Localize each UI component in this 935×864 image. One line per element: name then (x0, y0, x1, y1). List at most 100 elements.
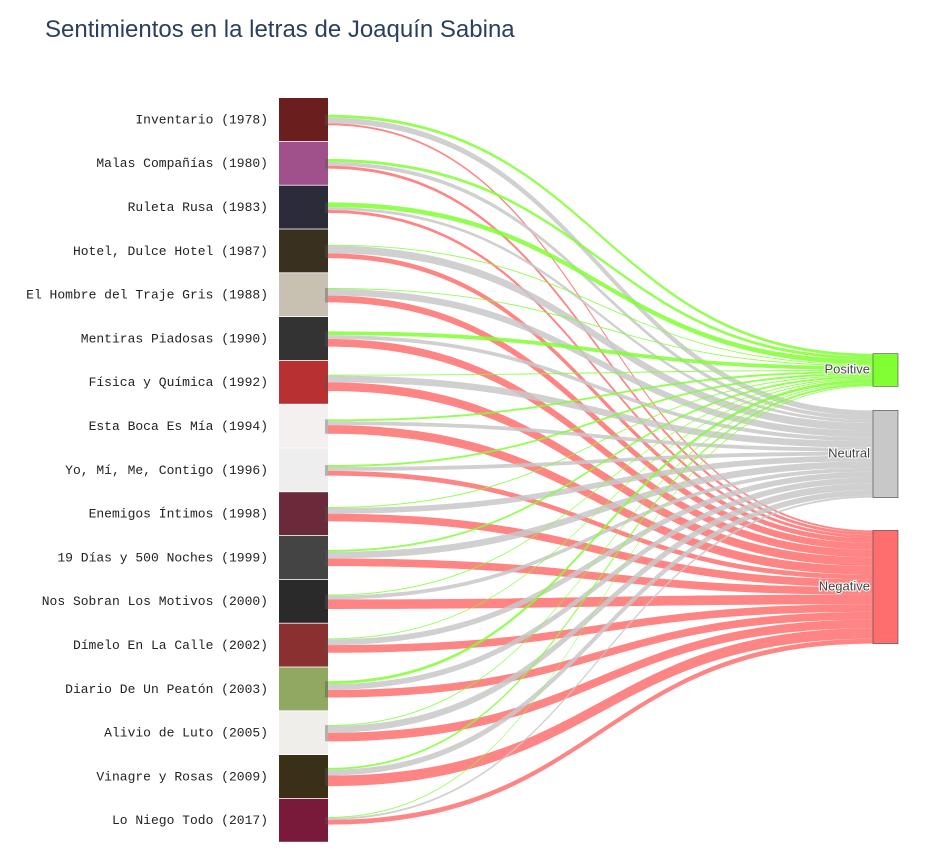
target-node (872, 530, 899, 644)
album-cover (279, 623, 328, 667)
flow-link (328, 638, 873, 825)
flow-link (328, 370, 873, 376)
source-node (325, 419, 328, 434)
legend-label: Positive (824, 361, 870, 376)
flow-link (328, 513, 873, 587)
flow-link (328, 288, 873, 367)
album-label: 19 Días y 500 Noches (1999) (57, 550, 268, 565)
album-label: Lo Niego Todo (2017) (112, 813, 268, 828)
source-node (325, 159, 328, 169)
flow-link (328, 114, 873, 357)
flow-link (328, 451, 873, 471)
source-node (325, 288, 328, 303)
source-node (325, 465, 328, 476)
flow-link (328, 244, 873, 366)
album-cover (279, 798, 328, 842)
source-node (325, 244, 328, 259)
flow-link (328, 471, 873, 646)
album-label: Malas Compañías (1980) (96, 156, 268, 171)
album-label: Esta Boca Es Mía (1994) (89, 419, 268, 434)
flow-link (328, 295, 873, 550)
source-node (325, 767, 328, 787)
flow-link (328, 477, 873, 690)
flow-link (328, 489, 873, 776)
album-label: Física y Química (1992) (89, 375, 268, 390)
flow-link (328, 455, 873, 514)
album-cover (279, 579, 328, 623)
flow-link (328, 339, 873, 558)
flow-link (328, 604, 873, 653)
flow-link (328, 123, 873, 533)
album-label: Vinagre y Rosas (2009) (96, 769, 268, 784)
source-node (325, 594, 328, 609)
flow-link (328, 382, 873, 566)
source-node (325, 507, 328, 522)
album-label: Nos Sobran Los Motivos (2000) (42, 594, 268, 609)
album-cover (279, 448, 328, 492)
album-cover (279, 711, 328, 755)
flow-link (328, 288, 873, 438)
flow-link (328, 375, 873, 448)
flow-link (328, 467, 873, 600)
legend-label: Negative (819, 578, 870, 593)
source-node (325, 549, 328, 567)
album-label: Inventario (1978) (135, 112, 268, 127)
album-cover (279, 273, 328, 317)
flow-link (328, 209, 873, 539)
source-node (325, 114, 328, 126)
source-node (325, 374, 328, 391)
flow-link (328, 421, 873, 452)
album-cover (279, 141, 328, 185)
flow-link (328, 385, 873, 818)
flow-link (328, 470, 873, 580)
album-cover (279, 755, 328, 798)
album-label: Hotel, Dulce Hotel (1987) (73, 244, 268, 259)
album-cover (279, 185, 328, 229)
source-node (325, 681, 328, 698)
flow-link (328, 161, 873, 420)
legend-label: Neutral (828, 445, 870, 460)
album-label: Diario De Un Peatón (2003) (65, 682, 268, 697)
flow-link (328, 331, 873, 370)
flow-link (328, 628, 873, 787)
flow-link (328, 425, 873, 575)
nodes (279, 98, 899, 842)
album-label: Dímelo En La Calle (2002) (73, 638, 268, 653)
album-cover (279, 360, 328, 404)
flow-link (328, 335, 873, 442)
target-node (872, 410, 899, 498)
flow-link (328, 495, 873, 820)
flow-link (328, 253, 873, 543)
flow-link (328, 245, 873, 431)
album-cover (279, 492, 328, 536)
album-cover (279, 229, 328, 273)
flow-link (328, 483, 873, 733)
flow-link (328, 375, 873, 552)
album-label: Ruleta Rusa (1983) (128, 200, 268, 215)
flow-link (328, 379, 873, 685)
album-cover (279, 536, 328, 579)
flow-link (328, 117, 873, 417)
flow-link (328, 619, 873, 742)
album-label: El Hombre del Traje Gris (1988) (26, 288, 268, 303)
flow-link (328, 383, 873, 770)
source-node (325, 638, 328, 653)
source-node (325, 725, 328, 742)
flow-link (328, 461, 873, 559)
flow-link (328, 202, 873, 365)
flow-link (328, 159, 873, 360)
flow-link (328, 378, 873, 640)
links (328, 114, 873, 825)
album-label: Enemigos Íntimos (1998) (89, 507, 268, 522)
target-node (872, 353, 899, 387)
album-cover (279, 98, 328, 141)
album-label: Mentiras Piadosas (1990) (81, 331, 268, 346)
flow-link (328, 377, 873, 596)
flow-link (328, 370, 873, 422)
album-label: Yo, Mí, Me, Contigo (1996) (65, 463, 268, 478)
flow-link (328, 374, 873, 508)
chart-title: Sentimientos en la letras de Joaquín Sab… (45, 16, 515, 43)
source-node (325, 816, 328, 825)
album-cover (279, 317, 328, 360)
